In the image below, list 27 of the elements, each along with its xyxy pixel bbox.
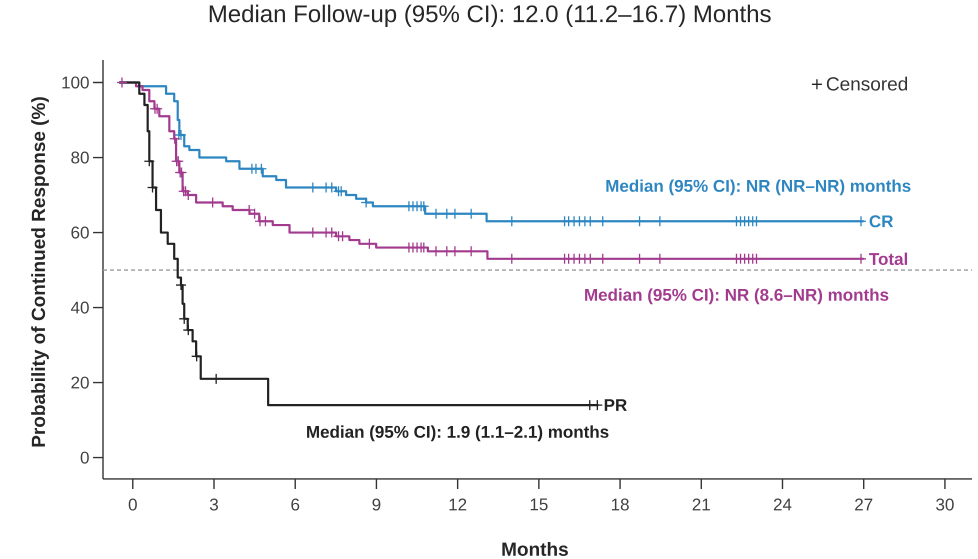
- annotation: Median (95% CI): NR (8.6–NR) months: [585, 288, 888, 304]
- y-tick-label: 80: [71, 152, 89, 164]
- x-tick-label: 15: [530, 498, 548, 510]
- chart-title: Median Follow-up (95% CI): 12.0 (11.2–16.7) Months: [210, 4, 771, 28]
- y-tick-label: 100: [62, 76, 89, 89]
- series-label: PR: [604, 399, 627, 411]
- annotation: Median (95% CI): NR (NR–NR) months: [606, 179, 910, 196]
- x-tick-label: 9: [372, 498, 380, 511]
- y-tick-label: 20: [71, 376, 89, 389]
- series-label: CR: [870, 215, 894, 228]
- x-tick-label: 0: [128, 498, 137, 511]
- x-tick-label: 18: [612, 498, 629, 511]
- x-tick-label: 3: [210, 498, 218, 511]
- x-tick-label: 24: [774, 498, 792, 510]
- y-tick-label: 60: [71, 226, 89, 239]
- x-tick-label: 12: [449, 498, 466, 510]
- legend-label: Censored: [826, 76, 908, 91]
- annotation: Median (95% CI): 1.9 (1.1–2.1) months: [307, 425, 608, 442]
- x-tick-label: 6: [291, 498, 300, 511]
- series-label: Total: [869, 252, 908, 266]
- y-axis-title: Probability of Continued Response (%): [31, 97, 49, 446]
- x-axis-title: Months: [502, 542, 568, 556]
- y-tick-label: 0: [80, 452, 89, 464]
- x-tick-label: 21: [692, 498, 710, 510]
- y-tick-label: 40: [70, 302, 89, 314]
- x-tick-label: 30: [936, 498, 954, 511]
- x-tick-label: 27: [855, 498, 872, 510]
